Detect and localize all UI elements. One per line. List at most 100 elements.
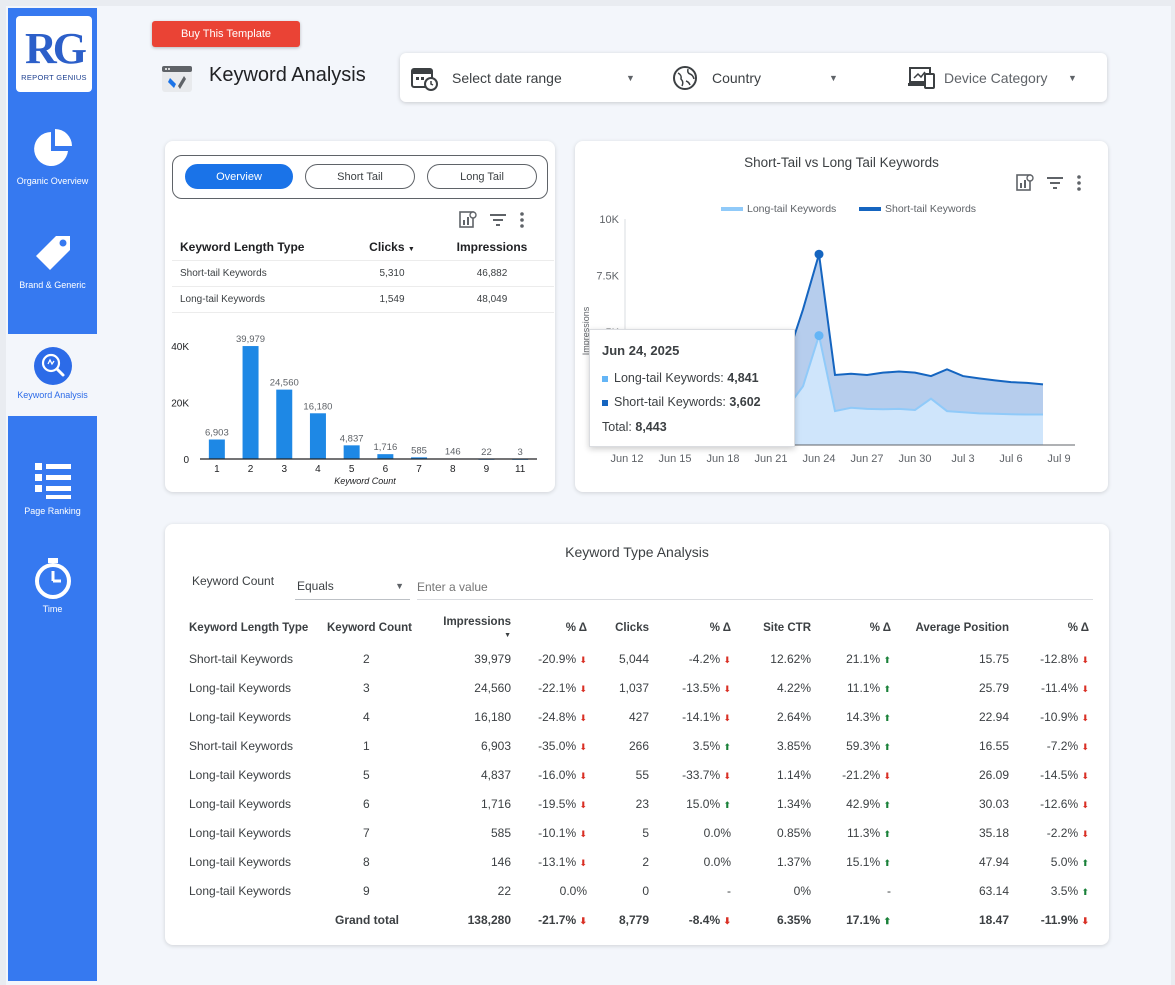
table-row[interactable]: Short-tail Keywords 1 6,903 -35.0% ⬇ 266 3.5%… [185, 731, 1093, 760]
cell: 8,779 [618, 913, 649, 928]
arrow-down-icon: ⬇ [723, 654, 731, 665]
cell: 1,549 [379, 294, 405, 305]
keyword-count-bar-chart: 0 20K 40K 6,903 1 39,979 2 24,560 3 16,180 4 4,837… [171, 334, 537, 486]
cell: Grand total [335, 913, 400, 928]
table-row[interactable]: Short-tail Keywords 2 39,979 -20.9% ⬇ 5,044 -… [185, 644, 1093, 673]
x-tick-label: Jun 27 [850, 453, 883, 465]
tab-long-tail[interactable]: Long Tail [427, 164, 537, 189]
bar-data-label: 1,716 [373, 442, 397, 453]
column-header[interactable]: % Δ [1067, 622, 1089, 634]
filter-operator-value: Equals [297, 578, 334, 593]
bar[interactable] [377, 454, 394, 459]
cell: -4.2% ⬇ [688, 651, 731, 666]
bar[interactable] [411, 457, 428, 459]
cell: -19.5% ⬇ [538, 797, 587, 812]
sidebar-item-organic-overview[interactable]: Organic Overview [8, 126, 97, 206]
table-row[interactable]: Long-tail Keywords 3 24,560 -22.1% ⬇ 1,037 -1… [185, 673, 1093, 702]
sidebar-item-page-ranking[interactable]: Page Ranking [8, 458, 97, 538]
sidebar-item-label: Page Ranking [24, 506, 81, 516]
x-tick-label: Jun 21 [754, 453, 787, 465]
cell: 59.3% ⬆ [846, 738, 891, 753]
device-category-select[interactable]: Device Category ▼ [908, 53, 1088, 102]
column-header[interactable]: % Δ [709, 622, 731, 634]
more-options-icon[interactable] [519, 211, 525, 229]
arrow-down-icon: ⬇ [723, 712, 731, 723]
cell: -13.5% ⬇ [682, 680, 731, 695]
column-header[interactable]: % Δ [565, 622, 587, 634]
column-header[interactable]: Site CTR [763, 622, 811, 634]
more-options-icon[interactable] [1076, 174, 1082, 192]
tooltip-long-tail: Long-tail Keywords: 4,841 [602, 371, 759, 385]
chart-settings-icon[interactable] [1016, 174, 1034, 192]
table-row[interactable]: Long-tail Keywords 7 585 -10.1% ⬇ 5 0.0% 0.85%… [185, 819, 1093, 848]
calendar-clock-icon [411, 67, 438, 91]
sidebar-item-brand-generic[interactable]: Brand & Generic [8, 230, 97, 310]
chart-settings-icon[interactable] [459, 211, 477, 229]
report-genius-logo[interactable]: RG REPORT GENIUS [16, 16, 92, 92]
column-header[interactable]: Keyword Count [327, 622, 412, 634]
date-range-select[interactable]: Select date range ▼ [410, 53, 640, 102]
tab-short-tail[interactable]: Short Tail [305, 164, 415, 189]
cell: 5.0% ⬆ [1050, 855, 1089, 870]
cell: 22 [497, 884, 511, 899]
table-row[interactable]: Long-tail Keywords 8 146 -13.1% ⬇ 2 0.0% 1.37%… [185, 848, 1093, 877]
column-header[interactable]: Keyword Length Type [180, 239, 305, 254]
filter-value-input[interactable] [417, 574, 1093, 600]
buy-template-button[interactable]: Buy This Template [152, 21, 300, 47]
chart-title: Short-Tail vs Long Tail Keywords [744, 155, 939, 170]
table-row[interactable]: Long-tail Keywords 9 22 0.0% 0 - 0% - 63.14 3.5% … [185, 877, 1093, 906]
table-row[interactable]: Long-tail Keywords 6 1,716 -19.5% ⬇ 23 15.0% … [185, 789, 1093, 818]
cell: -20.9% ⬇ [538, 651, 587, 666]
cell: 1.14% [776, 767, 811, 782]
chart-toolbar [459, 211, 525, 229]
cell: 25.79 [978, 680, 1009, 695]
logo-mark: RG [25, 23, 87, 73]
arrow-up-icon: ⬆ [883, 683, 891, 694]
cell: 14.3% ⬆ [846, 709, 891, 724]
column-header[interactable]: Keyword Length Type [189, 622, 309, 634]
country-select[interactable]: Country ▼ [672, 53, 842, 102]
arrow-down-icon: ⬇ [723, 770, 731, 781]
column-header[interactable]: Clicks [615, 622, 649, 634]
y-axis-label: Impressions [581, 306, 591, 355]
column-header[interactable]: Average Position [915, 622, 1009, 634]
x-tick-label: Jul 9 [1047, 453, 1070, 465]
chart-toolbar [1016, 174, 1082, 192]
cell: Long-tail Keywords [189, 709, 292, 724]
column-header[interactable]: Impressions [456, 239, 528, 254]
cell: 8 [363, 855, 370, 870]
table-row[interactable]: Long-tail Keywords 5 4,837 -16.0% ⬇ 55 -33.7%… [185, 760, 1093, 789]
tooltip-total: Total: 8,443 [602, 420, 667, 434]
column-header-impressions[interactable]: Impressions ▼ [443, 616, 511, 639]
short-vs-long-tail-card: Short-Tail vs Long Tail Keywords Long-ta… [575, 141, 1108, 492]
cell: 3.5% ⬆ [1050, 884, 1089, 899]
table-row: Short-tail Keywords 5,310 46,882 [172, 261, 554, 287]
cell: 5 [642, 826, 649, 841]
y-tick-label: 7.5K [596, 271, 619, 283]
bar[interactable] [276, 389, 293, 459]
sidebar-item-keyword-analysis[interactable]: Keyword Analysis [8, 334, 97, 416]
tooltip-date: Jun 24, 2025 [602, 343, 680, 358]
filter-operator-select[interactable]: Equals ▼ [295, 572, 410, 600]
cell: 0 [642, 884, 649, 899]
cell: 2 [363, 651, 370, 666]
bar[interactable] [208, 439, 225, 459]
cell: Short-tail Keywords [189, 651, 294, 666]
cell: 7 [363, 826, 370, 841]
sidebar-item-time[interactable]: Time [8, 556, 97, 636]
filter-icon[interactable] [489, 211, 507, 229]
cell: 17.1% ⬆ [846, 913, 891, 928]
grand-total-row: Grand total 138,280 -21.7% ⬇ 8,779 -8.4% ⬇ 6.… [185, 906, 1093, 935]
bar[interactable] [343, 445, 360, 459]
tab-overview[interactable]: Overview [185, 164, 293, 189]
column-header-clicks[interactable]: Clicks ▼ [369, 239, 415, 254]
bar[interactable] [309, 413, 326, 459]
column-header[interactable]: % Δ [869, 622, 891, 634]
filter-icon[interactable] [1046, 174, 1064, 192]
bar[interactable] [242, 346, 259, 459]
table-row[interactable]: Long-tail Keywords 4 16,180 -24.8% ⬇ 427 -14.… [185, 702, 1093, 731]
arrow-down-icon: ⬇ [579, 858, 587, 869]
cell: -7.2% ⬇ [1046, 738, 1089, 753]
sort-desc-icon: ▼ [407, 245, 415, 253]
legend-long-tail: Long-tail Keywords [747, 203, 836, 215]
